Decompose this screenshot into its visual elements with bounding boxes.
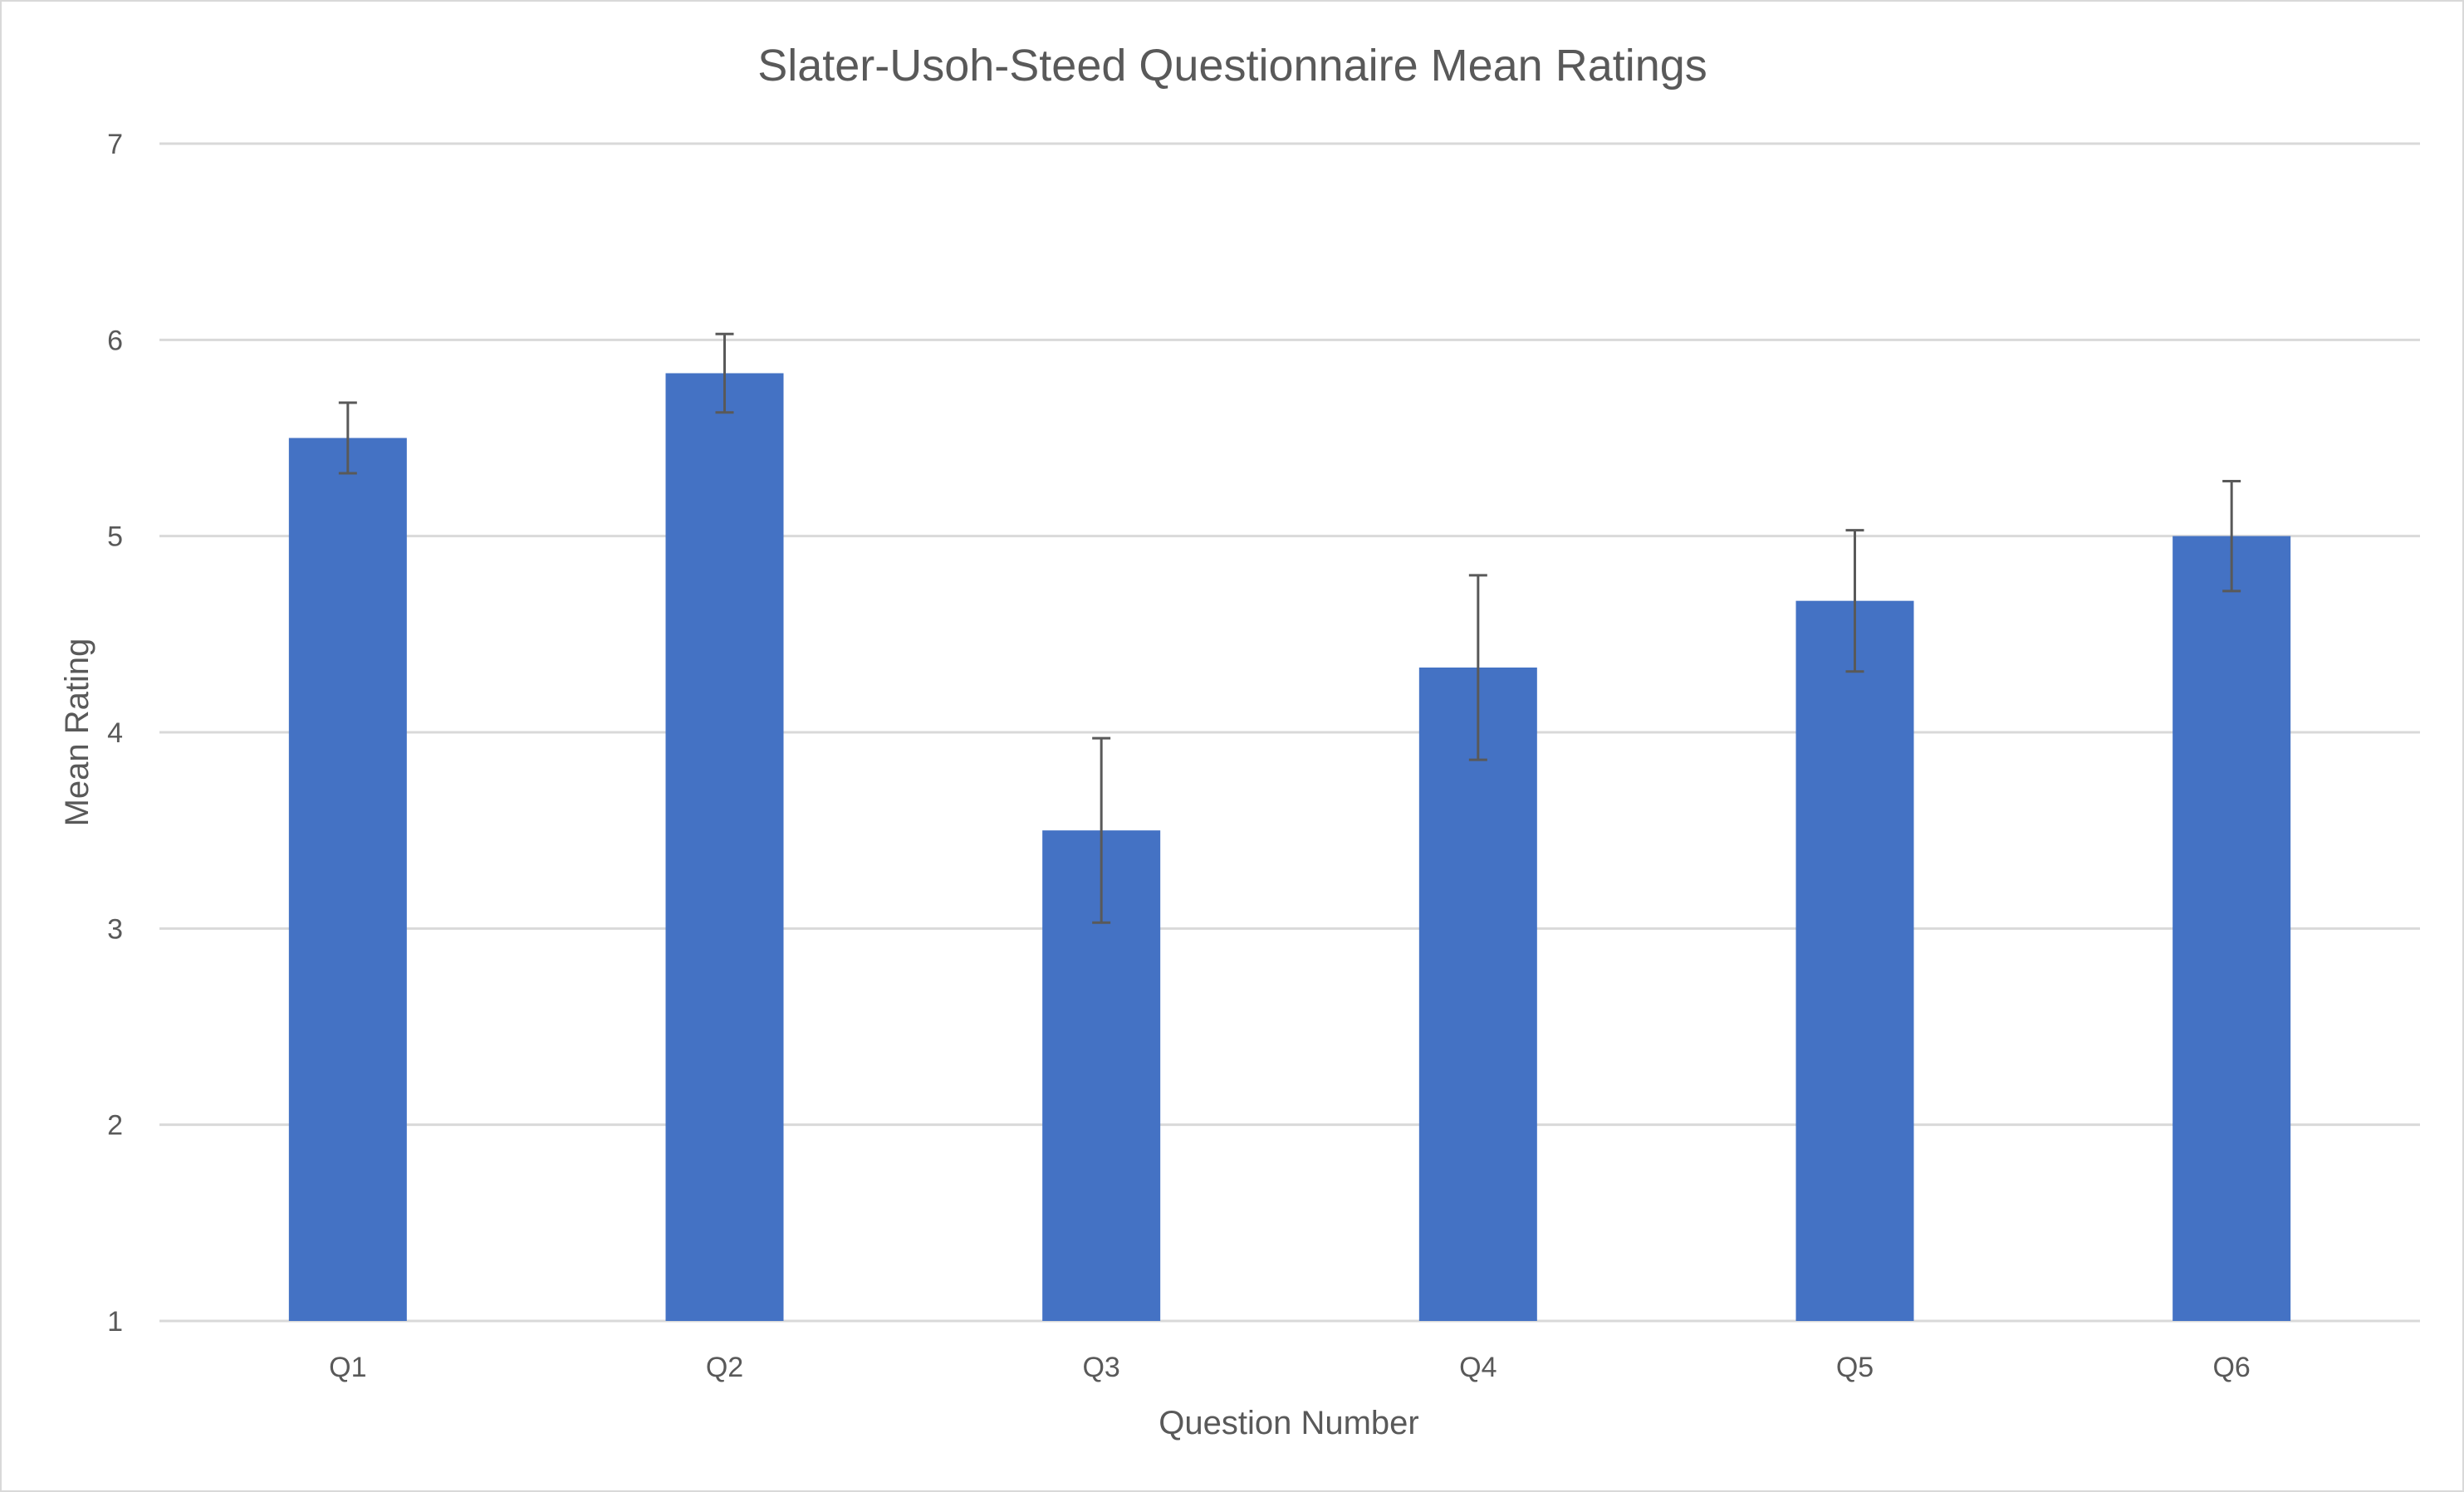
x-axis-title: Question Number — [1159, 1405, 1418, 1441]
y-tick-labels: 1 2 3 4 5 6 7 — [107, 129, 123, 1338]
bar-q1 — [288, 438, 407, 1321]
y-axis-title: Mean Rating — [59, 638, 96, 827]
error-bar-q2 — [715, 332, 734, 414]
bars — [288, 373, 2291, 1321]
error-bar-q6 — [2222, 479, 2241, 593]
x-tick-label-q1: Q1 — [329, 1352, 366, 1383]
x-tick-label-q4: Q4 — [1459, 1352, 1497, 1383]
error-bars — [338, 332, 2241, 924]
bar-q6 — [2173, 536, 2291, 1321]
y-tick-label: 4 — [107, 717, 123, 749]
y-tick-label: 6 — [107, 325, 123, 356]
y-tick-label: 1 — [107, 1306, 123, 1338]
bar-q5 — [1795, 600, 1914, 1321]
error-bar-q1 — [338, 401, 357, 475]
error-bar-q3 — [1092, 736, 1111, 924]
error-bar-q5 — [1845, 529, 1864, 673]
bar-q2 — [665, 373, 784, 1321]
x-tick-label-q3: Q3 — [1082, 1352, 1119, 1383]
x-tick-labels: Q1 Q2 Q3 Q4 Q5 Q6 — [329, 1352, 2251, 1383]
x-tick-label-q6: Q6 — [2212, 1352, 2250, 1383]
y-tick-label: 5 — [107, 521, 123, 553]
error-bar-q4 — [1468, 574, 1487, 761]
x-tick-label-q5: Q5 — [1836, 1352, 1874, 1383]
gridlines — [159, 142, 2420, 1323]
bar-q4 — [1418, 668, 1537, 1321]
x-tick-label-q2: Q2 — [706, 1352, 743, 1383]
chart-title: Slater-Usoh-Steed Questionnaire Mean Rat… — [757, 41, 1707, 90]
y-tick-label: 3 — [107, 913, 123, 945]
y-tick-label: 7 — [107, 129, 123, 160]
y-tick-label: 2 — [107, 1110, 123, 1142]
